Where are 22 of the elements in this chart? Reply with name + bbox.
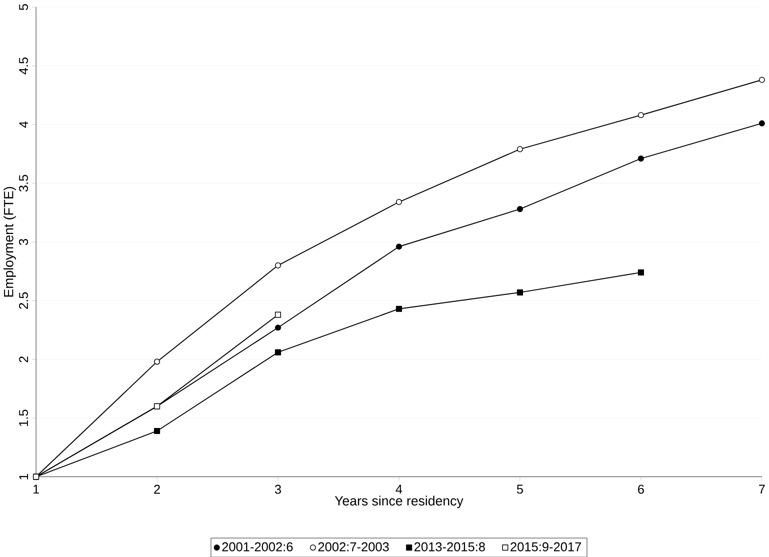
y-tick-label: 1.5 xyxy=(19,410,28,426)
x-axis-title: Years since residency xyxy=(334,496,464,508)
y-tick-label: 4.5 xyxy=(19,57,28,74)
y-tick-label: 2 xyxy=(19,356,28,362)
y-tick-label: 2.5 xyxy=(18,292,28,309)
legend-label: 2001-2002:6 xyxy=(222,542,293,552)
x-tick-label: 7 xyxy=(759,484,765,494)
y-tick-label: 1 xyxy=(19,474,28,480)
legend-label: 2015:9-2017 xyxy=(510,542,582,552)
x-tick-label: 1 xyxy=(33,484,39,494)
x-tick-label: 5 xyxy=(516,484,523,494)
x-tick-label: 4 xyxy=(396,484,402,494)
y-tick-label: 4 xyxy=(19,121,28,128)
legend-label: 2013-2015:8 xyxy=(414,542,485,552)
y-tick-label: 3 xyxy=(18,238,28,245)
y-tick-label: 5 xyxy=(19,4,28,10)
x-tick-label: 3 xyxy=(274,484,281,494)
x-tick-label: 6 xyxy=(638,484,644,494)
x-tick-label: 2 xyxy=(154,484,160,494)
y-tick-label: 3.5 xyxy=(18,174,28,192)
legend-label: 2002:7-2003 xyxy=(318,542,389,552)
y-axis-title: Employment (FTE) xyxy=(4,186,16,296)
